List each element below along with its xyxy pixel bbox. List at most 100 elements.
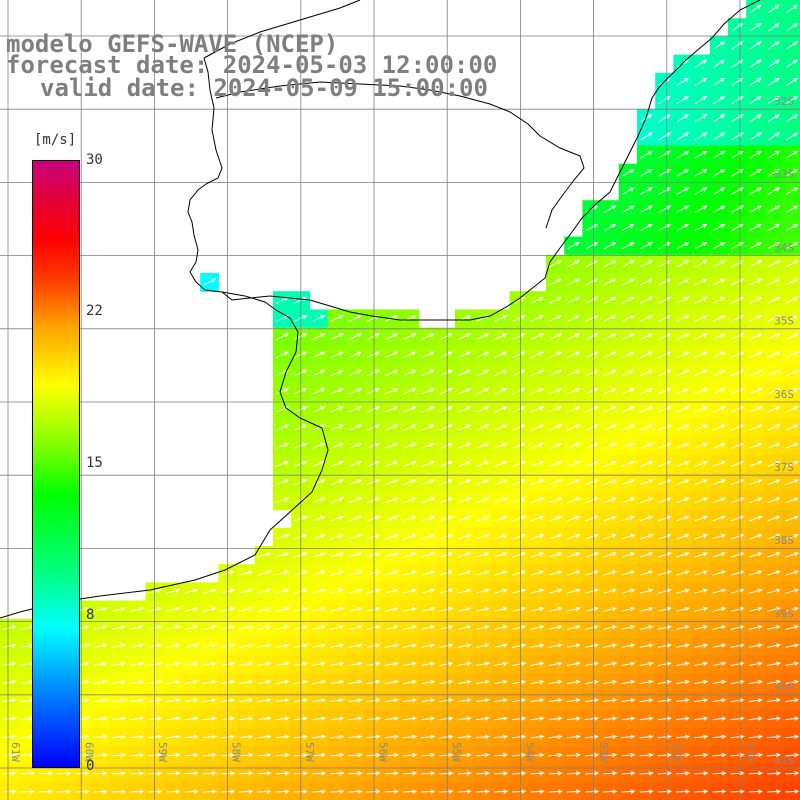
wind-arrow xyxy=(530,479,545,486)
wind-arrow xyxy=(275,771,290,776)
wind-arrow xyxy=(184,698,199,703)
wind-arrow xyxy=(293,661,308,666)
wind-arrow xyxy=(676,460,690,467)
wind-arrow xyxy=(676,497,690,504)
wind-arrow xyxy=(785,369,799,377)
wind-arrow xyxy=(512,752,527,758)
wind-arrow xyxy=(166,625,181,630)
wind-arrow xyxy=(2,679,17,685)
wind-arrow xyxy=(567,442,581,449)
wind-arrow xyxy=(676,114,689,123)
wind-arrow xyxy=(712,278,726,286)
wind-arrow xyxy=(548,752,563,758)
wind-arrow xyxy=(348,625,363,630)
wind-arrow xyxy=(639,442,654,449)
wind-arrow xyxy=(694,716,709,721)
wind-arrow xyxy=(75,789,90,794)
wind-arrow xyxy=(421,388,435,395)
wind-arrow xyxy=(585,424,599,431)
wind-arrow xyxy=(694,77,708,86)
wind-arrow xyxy=(621,333,635,340)
wind-arrow xyxy=(748,643,763,648)
wind-arrow xyxy=(439,643,454,648)
wind-arrow xyxy=(639,789,654,794)
wind-arrow xyxy=(294,369,308,377)
wind-arrow xyxy=(676,77,689,86)
wind-arrow xyxy=(694,388,708,395)
wind-arrow xyxy=(330,497,344,504)
wind-arrow xyxy=(403,424,417,431)
wind-arrow xyxy=(348,661,363,666)
wind-arrow xyxy=(712,698,727,703)
wind-arrow xyxy=(712,187,726,195)
wind-arrow xyxy=(348,734,363,739)
wind-arrow xyxy=(786,4,798,14)
lat-label: 34S xyxy=(774,241,794,254)
wind-arrow xyxy=(730,515,745,522)
wind-arrow xyxy=(38,789,54,794)
wind-arrow xyxy=(694,187,708,195)
wind-arrow xyxy=(585,205,599,213)
wind-arrow xyxy=(639,369,654,377)
wind-arrow xyxy=(312,533,326,540)
wind-arrow xyxy=(657,679,672,685)
lon-label: 61W xyxy=(9,742,22,762)
wind-arrow xyxy=(530,515,545,522)
wind-arrow xyxy=(385,479,399,486)
wind-arrow xyxy=(330,351,344,359)
wind-arrow xyxy=(713,59,726,68)
wind-arrow xyxy=(294,533,308,540)
lat-label: 40S xyxy=(774,681,794,694)
wind-arrow xyxy=(348,315,362,322)
wind-arrow xyxy=(330,533,344,540)
wind-arrow xyxy=(621,406,635,413)
lon-label: 53W xyxy=(597,742,610,762)
wind-arrow xyxy=(603,406,617,413)
wind-arrow xyxy=(130,661,145,666)
wind-arrow xyxy=(694,150,708,159)
wind-arrow xyxy=(767,570,781,576)
wind-arrow xyxy=(494,533,508,540)
wind-arrow xyxy=(676,388,690,395)
wind-arrow xyxy=(749,515,763,522)
wind-arrow xyxy=(330,515,344,522)
wind-arrow xyxy=(713,114,726,123)
wind-arrow xyxy=(93,625,108,630)
wind-arrow xyxy=(512,789,527,794)
wind-arrow xyxy=(421,679,436,685)
wind-arrow xyxy=(694,315,708,322)
wind-arrow xyxy=(312,315,326,322)
wind-arrow xyxy=(695,59,708,68)
wind-arrow xyxy=(293,625,308,630)
wind-arrow xyxy=(385,406,399,413)
wind-arrow xyxy=(748,752,763,758)
wind-arrow xyxy=(566,661,581,666)
wind-arrow xyxy=(567,333,581,340)
wind-arrow xyxy=(567,260,581,268)
wind-arrow xyxy=(457,789,472,794)
wind-arrow xyxy=(767,114,780,123)
wind-arrow xyxy=(585,570,599,576)
wind-arrow xyxy=(658,169,671,177)
wind-arrow xyxy=(2,716,17,721)
wind-arrow xyxy=(785,315,799,322)
wind-arrow xyxy=(20,771,35,776)
wind-arrow xyxy=(657,789,672,794)
wind-arrow xyxy=(730,442,745,449)
wind-arrow xyxy=(603,260,617,268)
wind-arrow xyxy=(475,552,490,558)
wind-arrow xyxy=(348,588,363,594)
wind-arrow xyxy=(512,679,527,685)
wind-arrow xyxy=(111,789,126,794)
wind-arrow xyxy=(639,661,654,666)
wind-arrow xyxy=(476,388,490,395)
wind-arrow xyxy=(512,296,526,304)
wind-arrow xyxy=(166,679,181,685)
wind-arrow xyxy=(275,588,290,594)
wind-arrow xyxy=(439,771,454,776)
wind-arrow xyxy=(749,479,763,486)
wind-arrow xyxy=(785,242,799,250)
wind-arrow xyxy=(658,515,672,522)
wind-arrow xyxy=(439,752,454,758)
wind-arrow xyxy=(730,643,745,648)
